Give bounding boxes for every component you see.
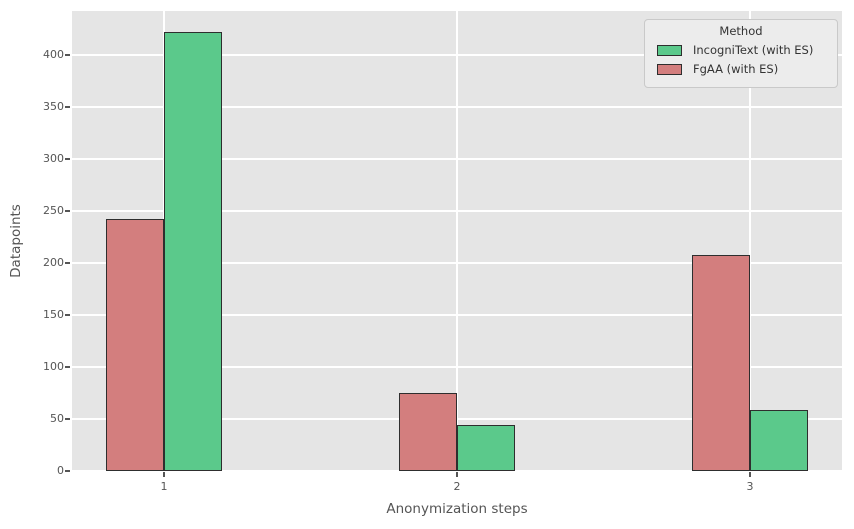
y-tick-label: 350 xyxy=(43,99,64,113)
legend-entry-label: FgAA (with ES) xyxy=(693,62,779,76)
y-gridline xyxy=(72,470,842,472)
x-tick-mark xyxy=(456,472,458,477)
y-tick-mark xyxy=(65,209,70,212)
y-tick-label: 300 xyxy=(43,151,64,165)
legend-entry-label: IncogniText (with ES) xyxy=(693,43,814,57)
y-axis-label: Datapoints xyxy=(8,204,24,278)
legend: Method IncogniText (with ES) FgAA (with E… xyxy=(644,19,838,88)
legend-title: Method xyxy=(719,24,763,38)
y-tick-label: 150 xyxy=(43,307,64,321)
bar-incognitext-with-es-3 xyxy=(750,409,808,471)
bar-fgaa-with-es-2 xyxy=(399,392,457,471)
y-tick-mark xyxy=(65,53,70,56)
y-tick-mark xyxy=(65,417,70,420)
bar-fgaa-with-es-1 xyxy=(106,219,164,471)
y-tick-mark xyxy=(65,470,70,472)
legend-entry: FgAA (with ES) xyxy=(657,62,829,76)
y-tick-mark xyxy=(65,105,70,108)
legend-swatch-icon xyxy=(657,44,682,56)
x-gridline xyxy=(456,11,458,471)
y-tick-label: 50 xyxy=(50,411,64,425)
x-tick-label: 1 xyxy=(160,480,168,493)
y-tick-mark xyxy=(65,365,70,368)
y-tick-mark xyxy=(65,313,70,316)
x-tick-mark xyxy=(749,472,751,477)
y-tick-mark xyxy=(65,157,70,160)
legend-swatch-icon xyxy=(657,63,682,75)
y-tick-label: 400 xyxy=(43,47,64,61)
legend-entries: IncogniText (with ES) FgAA (with ES) xyxy=(653,43,829,76)
y-tick-label: 250 xyxy=(43,203,64,217)
legend-entry: IncogniText (with ES) xyxy=(657,43,829,57)
x-tick-label: 2 xyxy=(453,480,461,493)
y-tick-label: 100 xyxy=(43,359,64,373)
x-axis-label: Anonymization steps xyxy=(386,501,528,517)
y-tick-label: 200 xyxy=(43,255,64,269)
bar-incognitext-with-es-2 xyxy=(457,425,515,471)
y-tick-mark xyxy=(65,261,70,264)
bar-incognitext-with-es-1 xyxy=(164,31,222,471)
x-tick-mark xyxy=(163,472,165,477)
x-tick-label: 3 xyxy=(746,480,754,493)
x-gridline xyxy=(749,11,751,471)
bar-fgaa-with-es-3 xyxy=(692,254,750,471)
y-tick-label: 0 xyxy=(57,464,64,477)
